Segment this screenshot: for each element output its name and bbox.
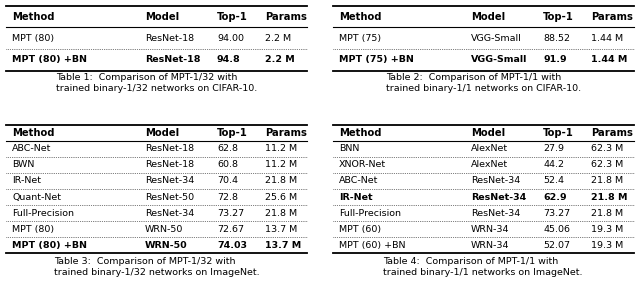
Text: VGG-Small: VGG-Small — [471, 55, 527, 64]
Text: IR-Net: IR-Net — [339, 193, 372, 202]
Text: Top-1: Top-1 — [217, 128, 248, 138]
Text: 13.7 M: 13.7 M — [265, 225, 298, 234]
Text: Full-Precision: Full-Precision — [12, 209, 74, 218]
Text: Top-1: Top-1 — [543, 12, 574, 21]
Text: ResNet-34: ResNet-34 — [471, 209, 520, 218]
Text: ResNet-34: ResNet-34 — [471, 193, 527, 202]
Text: 11.2 M: 11.2 M — [265, 144, 297, 153]
Text: AlexNet: AlexNet — [471, 144, 508, 153]
Text: ResNet-50: ResNet-50 — [145, 193, 194, 202]
Text: MPT (60) +BN: MPT (60) +BN — [339, 241, 405, 250]
Text: 70.4: 70.4 — [217, 177, 238, 186]
Text: 62.3 M: 62.3 M — [591, 160, 624, 169]
Text: BWN: BWN — [12, 160, 35, 169]
Text: IR-Net: IR-Net — [12, 177, 42, 186]
Text: WRN-50: WRN-50 — [145, 241, 188, 250]
Text: 2.2 M: 2.2 M — [265, 34, 291, 43]
Text: 52.4: 52.4 — [543, 177, 564, 186]
Text: ResNet-18: ResNet-18 — [145, 34, 194, 43]
Text: 45.06: 45.06 — [543, 225, 570, 234]
Text: Table 1:  Comparison of MPT-1/32 with
trained binary-1/32 networks on CIFAR-10.: Table 1: Comparison of MPT-1/32 with tra… — [56, 73, 257, 93]
Text: 91.9: 91.9 — [543, 55, 567, 64]
Text: 44.2: 44.2 — [543, 160, 564, 169]
Text: Params: Params — [265, 12, 307, 21]
Text: 11.2 M: 11.2 M — [265, 160, 297, 169]
Text: 19.3 M: 19.3 M — [591, 241, 624, 250]
Text: 62.8: 62.8 — [217, 144, 238, 153]
Text: Table 4:  Comparison of MPT-1/1 with
trained binary-1/1 networks on ImageNet.: Table 4: Comparison of MPT-1/1 with trai… — [383, 257, 583, 277]
Text: 73.27: 73.27 — [217, 209, 244, 218]
Text: 21.8 M: 21.8 M — [265, 209, 297, 218]
Text: 21.8 M: 21.8 M — [591, 209, 623, 218]
Text: Model: Model — [471, 12, 506, 21]
Text: 21.8 M: 21.8 M — [591, 177, 623, 186]
Text: Method: Method — [12, 128, 55, 138]
Text: MPT (80): MPT (80) — [12, 225, 54, 234]
Text: 27.9: 27.9 — [543, 144, 564, 153]
Text: Model: Model — [145, 128, 179, 138]
Text: VGG-Small: VGG-Small — [471, 34, 522, 43]
Text: Params: Params — [591, 12, 634, 21]
Text: Method: Method — [12, 12, 55, 21]
Text: Model: Model — [145, 12, 179, 21]
Text: 74.03: 74.03 — [217, 241, 247, 250]
Text: 60.8: 60.8 — [217, 160, 238, 169]
Text: ResNet-34: ResNet-34 — [471, 177, 520, 186]
Text: 19.3 M: 19.3 M — [591, 225, 624, 234]
Text: MPT (75): MPT (75) — [339, 34, 381, 43]
Text: Params: Params — [265, 128, 307, 138]
Text: Model: Model — [471, 128, 506, 138]
Text: ResNet-18: ResNet-18 — [145, 144, 194, 153]
Text: Table 3:  Comparison of MPT-1/32 with
trained binary-1/32 networks on ImageNet.: Table 3: Comparison of MPT-1/32 with tra… — [54, 257, 260, 277]
Text: MPT (80): MPT (80) — [12, 34, 54, 43]
Text: WRN-34: WRN-34 — [471, 241, 509, 250]
Text: 25.6 M: 25.6 M — [265, 193, 297, 202]
Text: Params: Params — [591, 128, 634, 138]
Text: ResNet-18: ResNet-18 — [145, 160, 194, 169]
Text: WRN-34: WRN-34 — [471, 225, 509, 234]
Text: MPT (80) +BN: MPT (80) +BN — [12, 55, 88, 64]
Text: Method: Method — [339, 12, 381, 21]
Text: 21.8 M: 21.8 M — [265, 177, 297, 186]
Text: ResNet-18: ResNet-18 — [145, 55, 200, 64]
Text: 72.67: 72.67 — [217, 225, 244, 234]
Text: XNOR-Net: XNOR-Net — [339, 160, 386, 169]
Text: 21.8 M: 21.8 M — [591, 193, 628, 202]
Text: MPT (80) +BN: MPT (80) +BN — [12, 241, 88, 250]
Text: 2.2 M: 2.2 M — [265, 55, 295, 64]
Text: Quant-Net: Quant-Net — [12, 193, 61, 202]
Text: AlexNet: AlexNet — [471, 160, 508, 169]
Text: 94.00: 94.00 — [217, 34, 244, 43]
Text: 72.8: 72.8 — [217, 193, 238, 202]
Text: 1.44 M: 1.44 M — [591, 34, 623, 43]
Text: 62.9: 62.9 — [543, 193, 567, 202]
Text: Top-1: Top-1 — [217, 12, 248, 21]
Text: 88.52: 88.52 — [543, 34, 570, 43]
Text: 94.8: 94.8 — [217, 55, 241, 64]
Text: 1.44 M: 1.44 M — [591, 55, 628, 64]
Text: MPT (60): MPT (60) — [339, 225, 381, 234]
Text: ABC-Net: ABC-Net — [12, 144, 52, 153]
Text: MPT (75) +BN: MPT (75) +BN — [339, 55, 413, 64]
Text: 52.07: 52.07 — [543, 241, 570, 250]
Text: Table 2:  Comparison of MPT-1/1 with
trained binary-1/1 networks on CIFAR-10.: Table 2: Comparison of MPT-1/1 with trai… — [386, 73, 580, 93]
Text: Method: Method — [339, 128, 381, 138]
Text: Top-1: Top-1 — [543, 128, 574, 138]
Text: Full-Precision: Full-Precision — [339, 209, 401, 218]
Text: BNN: BNN — [339, 144, 359, 153]
Text: ResNet-34: ResNet-34 — [145, 209, 194, 218]
Text: ABC-Net: ABC-Net — [339, 177, 378, 186]
Text: 73.27: 73.27 — [543, 209, 570, 218]
Text: ResNet-34: ResNet-34 — [145, 177, 194, 186]
Text: 62.3 M: 62.3 M — [591, 144, 624, 153]
Text: WRN-50: WRN-50 — [145, 225, 183, 234]
Text: 13.7 M: 13.7 M — [265, 241, 301, 250]
